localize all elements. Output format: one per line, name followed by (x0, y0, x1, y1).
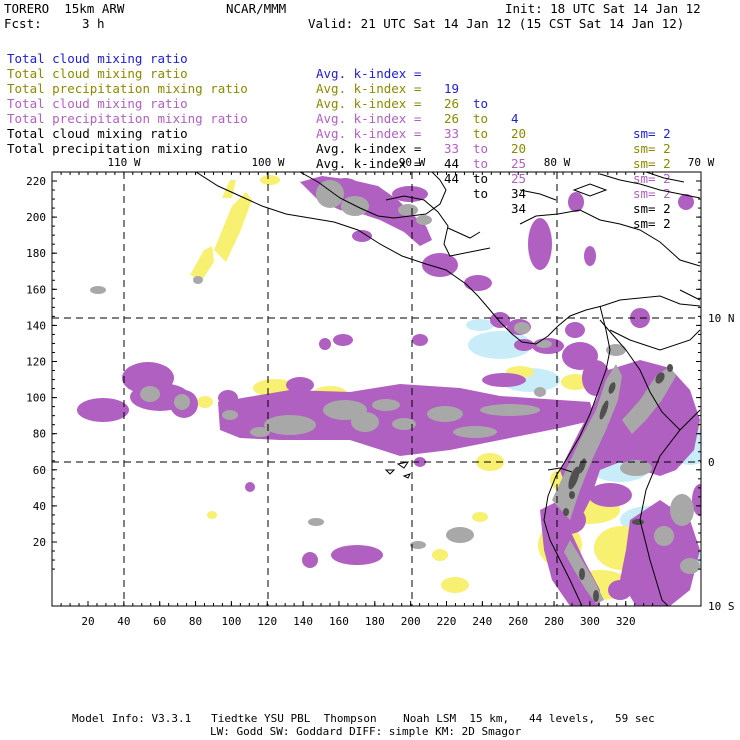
longitude-label: 100 W (251, 156, 284, 169)
legend-field: Total cloud mixing ratio (7, 51, 188, 66)
legend-to-word: to (473, 126, 489, 141)
longitude-label: 110 W (107, 156, 140, 169)
legend-sm: sm= 2 (633, 201, 671, 216)
x-tick-label: 20 (81, 615, 94, 628)
legend-to: 20 (511, 141, 527, 156)
legend-to-word: to (473, 156, 489, 171)
x-tick-label: 120 (257, 615, 277, 628)
legend-row: Total cloud mixing ratio Avg. k-index = … (7, 111, 671, 231)
legend-from: 33 (444, 141, 460, 156)
legend-to: 4 (511, 111, 519, 126)
legend-row: Total cloud mixing ratio Avg. k-index = … (7, 81, 671, 201)
legend-row: Total precipitation mixing ratio Avg. k-… (7, 126, 671, 246)
model-info-line1: Model Info: V3.3.1 Tiedtke YSU PBL Thomp… (72, 712, 655, 725)
latitude-label: 10 N (708, 312, 735, 325)
x-tick-label: 160 (329, 615, 349, 628)
y-tick-label: 60 (33, 464, 46, 477)
legend-to: 20 (511, 126, 527, 141)
x-tick-label: 140 (293, 615, 313, 628)
legend-field: Total cloud mixing ratio (7, 96, 188, 111)
legend-to: 25 (511, 156, 527, 171)
y-tick-label: 120 (26, 356, 46, 369)
x-tick-label: 320 (616, 615, 636, 628)
forecast-hour: 3 h (82, 16, 105, 31)
legend-field: Total precipitation mixing ratio (7, 111, 248, 126)
longitude-label: 90 W (399, 156, 426, 169)
legend-sm: sm= 2 (633, 126, 671, 141)
legend-to-word: to (473, 96, 489, 111)
y-tick-label: 20 (33, 536, 46, 549)
forecast-label: Fcst: (4, 16, 42, 31)
legend-field: Total precipitation mixing ratio (7, 81, 248, 96)
legend-stat: Avg. k-index = (316, 141, 422, 156)
x-tick-label: 80 (189, 615, 202, 628)
x-tick-label: 180 (365, 615, 385, 628)
legend-stat: Avg. k-index = (316, 126, 422, 141)
model-info-line2: LW: Godd SW: Goddard DIFF: simple KM: 2D… (210, 725, 522, 738)
legend-to-word: to (473, 186, 489, 201)
legend-stat: Avg. k-index = (316, 111, 422, 126)
model-title: TORERO 15km ARW (4, 1, 125, 16)
legend-row: Total cloud mixing ratio Avg. k-index = … (7, 36, 671, 156)
init-time: Init: 18 UTC Sat 14 Jan 12 (505, 1, 701, 16)
x-tick-label: 40 (117, 615, 130, 628)
longitude-label: 70 W (688, 156, 715, 169)
legend-from: 44 (444, 156, 460, 171)
legend-stat: Avg. k-index = (316, 156, 422, 171)
legend-from: 26 (444, 111, 460, 126)
y-tick-label: 220 (26, 175, 46, 188)
coastlines (195, 172, 701, 606)
legend-field: Total precipitation mixing ratio (7, 141, 248, 156)
axis-tick-labels: 20 40 60 80 100 120 140 160 180 200 220 240 260 280 30… (26, 156, 734, 628)
y-tick-label: 80 (33, 428, 46, 441)
y-tick-label: 180 (26, 247, 46, 260)
x-tick-label: 200 (401, 615, 421, 628)
x-tick-label: 300 (580, 615, 600, 628)
x-tick-label: 60 (153, 615, 166, 628)
legend-to-word: to (473, 111, 489, 126)
legend-row: Total cloud mixing ratio Avg. k-index = … (7, 51, 671, 171)
legend-from: 19 (444, 81, 460, 96)
organization-label: NCAR/MMM (226, 1, 287, 16)
y-tick-label: 100 (26, 392, 46, 405)
legend-stat: Avg. k-index = (316, 81, 422, 96)
legend-sm: sm= 2 (633, 156, 671, 171)
legend-from: 33 (444, 126, 460, 141)
x-tick-label: 100 (221, 615, 241, 628)
legend-field: Total cloud mixing ratio (7, 66, 188, 81)
legend-to: 25 (511, 171, 527, 186)
purple-cloud-layer (77, 176, 701, 606)
latitude-label: 0 (708, 456, 715, 469)
x-tick-label: 240 (472, 615, 492, 628)
lat-lon-grid (52, 172, 701, 606)
legend-from: 26 (444, 96, 460, 111)
longitude-label: 80 W (544, 156, 571, 169)
x-tick-label: 220 (437, 615, 457, 628)
legend-to-word: to (473, 171, 489, 186)
latitude-label: 10 S (708, 600, 735, 613)
legend-field: Total cloud mixing ratio (7, 126, 188, 141)
legend-sm: sm= 2 (633, 186, 671, 201)
legend-stat: Avg. k-index = (316, 96, 422, 111)
legend-sm: sm= 2 (633, 141, 671, 156)
legend-to-word: to (473, 141, 489, 156)
y-tick-label: 140 (26, 319, 46, 332)
x-tick-label: 260 (508, 615, 528, 628)
legend-to: 34 (511, 201, 527, 216)
legend-to: 34 (511, 186, 527, 201)
y-tick-label: 40 (33, 500, 46, 513)
legend-row: Total precipitation mixing ratio Avg. k-… (7, 96, 671, 216)
legend-row: Total precipitation mixing ratio Avg. k-… (7, 66, 671, 186)
y-tick-label: 200 (26, 211, 46, 224)
valid-time: Valid: 21 UTC Sat 14 Jan 12 (15 CST Sat … (308, 16, 685, 31)
legend-sm: sm= 2 (633, 216, 671, 231)
legend-stat: Avg. k-index = (316, 66, 422, 81)
x-tick-label: 280 (544, 615, 564, 628)
axis-ticks (52, 172, 701, 606)
y-tick-label: 160 (26, 283, 46, 296)
